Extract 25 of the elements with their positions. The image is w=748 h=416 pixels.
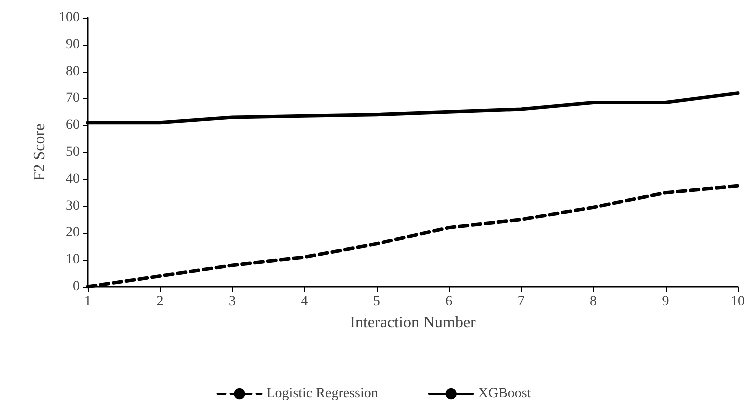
x-tick-label: 2 — [156, 294, 164, 310]
x-tick-label: 5 — [373, 294, 380, 310]
x-tick-label: 6 — [446, 294, 453, 310]
y-tick-label: 80 — [66, 64, 80, 80]
y-tick-label: 10 — [66, 252, 80, 268]
x-tick-label: 9 — [662, 294, 670, 310]
y-tick-label: 90 — [66, 37, 80, 52]
legend-label: XGBoost — [478, 386, 532, 402]
y-axis-title: F2 Score — [32, 124, 48, 182]
y-tick-label: 50 — [66, 145, 80, 160]
y-tick-label: 60 — [66, 118, 80, 134]
x-tick-label: 7 — [518, 294, 525, 310]
y-tick-label: 70 — [66, 91, 80, 106]
x-tick-label: 1 — [84, 294, 92, 310]
x-tick-label: 3 — [228, 294, 236, 310]
y-tick-label: 0 — [73, 280, 80, 294]
x-tick-label: 10 — [731, 294, 745, 310]
y-tick-label: 20 — [66, 226, 80, 241]
y-tick-label: 30 — [66, 198, 80, 214]
y-tick-label: 100 — [59, 10, 80, 26]
x-axis-title: Interaction Number — [350, 314, 477, 332]
x-tick-label: 8 — [590, 294, 598, 310]
legend-label: Logistic Regression — [266, 386, 378, 402]
y-tick-label: 40 — [66, 172, 80, 187]
x-tick-label: 4 — [301, 294, 308, 310]
